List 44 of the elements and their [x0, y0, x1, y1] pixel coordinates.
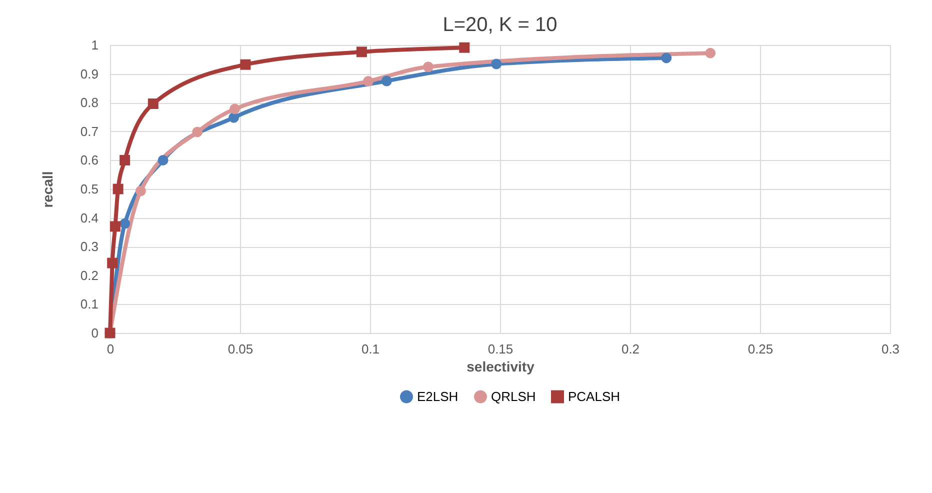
- point: [356, 46, 367, 58]
- x-tick-label: 0.1: [361, 342, 380, 356]
- y-tick-label: 0: [91, 326, 98, 340]
- x-axis-title: selectivity: [466, 358, 535, 374]
- point: [112, 184, 124, 194]
- point: [158, 154, 168, 166]
- point: [705, 48, 716, 58]
- point: [120, 218, 130, 229]
- legend-label: QRLSH: [491, 388, 536, 404]
- y-tick-label: 0.1: [80, 296, 98, 312]
- point: [107, 258, 118, 268]
- x-tick-label: 0.3: [881, 342, 900, 356]
- point: [459, 42, 470, 53]
- point: [230, 104, 240, 114]
- x-tick-label: 0.05: [228, 342, 254, 356]
- y-tick-label: 0.7: [80, 124, 98, 139]
- chart-title: L=20, K = 10: [442, 14, 558, 36]
- y-tick-label: 1: [91, 38, 98, 52]
- y-tick-label: 0.6: [80, 152, 98, 168]
- x-tick-label: 0.2: [621, 342, 640, 356]
- y-tick-label: 0.2: [80, 268, 98, 283]
- y-tick-label: 0.5: [80, 182, 98, 196]
- y-tick-label: 0.3: [80, 239, 98, 254]
- y-axis-title: recall: [39, 171, 56, 208]
- x-tick-label: 0: [106, 342, 114, 356]
- x-tick-label: 0.25: [748, 342, 774, 356]
- y-tick-label: 0.4: [80, 210, 98, 226]
- point: [240, 59, 251, 70]
- point: [228, 112, 240, 123]
- point: [120, 154, 130, 166]
- legend-label: PCALSH: [568, 388, 620, 404]
- point: [661, 52, 672, 64]
- y-tick-label: 0.9: [80, 66, 98, 82]
- legend-label: E2LSH: [417, 388, 458, 404]
- point: [192, 126, 203, 138]
- point: [110, 221, 120, 232]
- point: [362, 76, 374, 87]
- point: [148, 98, 158, 109]
- y-tick-label: 0.8: [80, 95, 98, 110]
- point: [491, 58, 502, 70]
- x-tick-label: 0.15: [488, 342, 514, 356]
- point: [422, 62, 434, 72]
- point: [381, 76, 392, 86]
- point: [135, 186, 146, 196]
